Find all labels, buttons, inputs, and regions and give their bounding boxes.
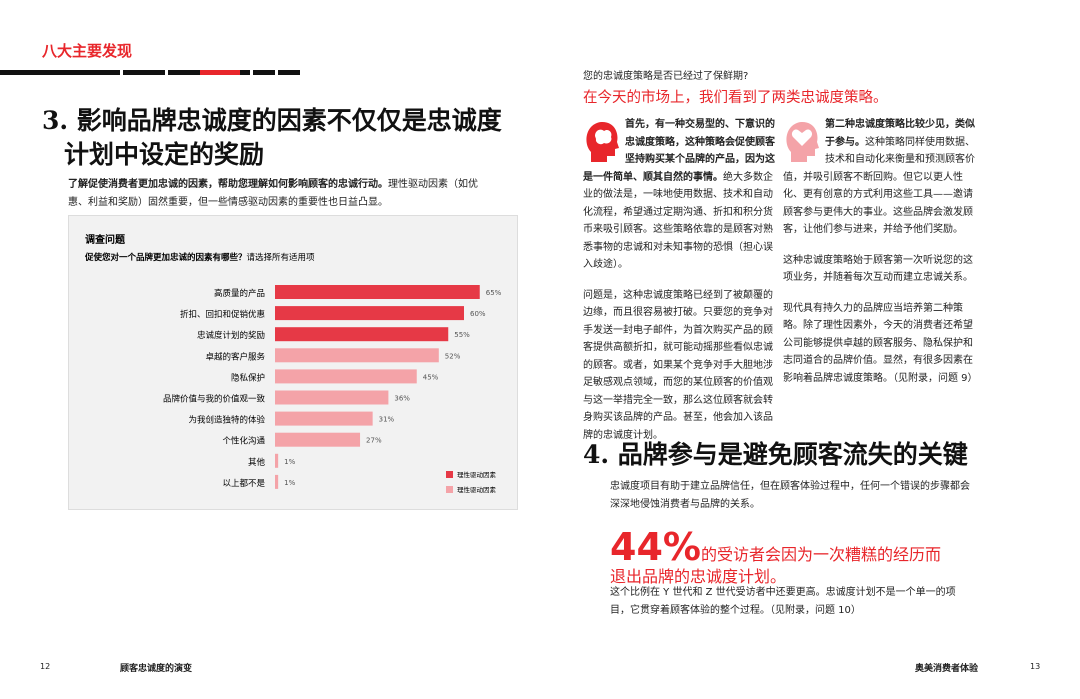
stat: 44% [610,525,701,569]
chart-title: 调查问题 [85,233,126,246]
category-label: 为我创造独特的体验 [188,415,265,426]
category-label: 以上都不是 [222,479,265,489]
text: 绝大多数企业的做法是，一味地使用数据、技术和自动化流程，希望通过定期沟通、折扣和… [583,171,773,271]
paragraph: 这个比例在 Y 世代和 Z 世代受访者中还要更高。忠诚度计划不是一个单一的项目，… [610,587,956,616]
bar [275,306,464,321]
stat-callout: 44%的受访者会因为一次糟糕的经历而退出品牌的忠诚度计划。 [610,528,955,588]
bar [275,327,449,342]
bold-text: 首先，有一种交易型的、下意识的忠诚度策略，这种策略会促使顾客坚持购买某个品牌的产… [583,119,775,183]
category-label: 隐私保护 [231,372,265,383]
heading-line: 计划中设定的奖励 [64,140,265,169]
intro-text: 理性驱动因素（如优惠、利益和奖励）固然重要，但一些情感驱动因素的重要性也日益凸显… [68,179,478,208]
legend-label: 理性驱动因素 [457,485,497,494]
chart-frame [68,215,518,510]
category-label: 品牌价值与我的价值观一致 [163,394,266,405]
section-title: 八大主要发现 [42,42,133,60]
subtitle-bold: 促使您对一个品牌更加忠诚的因素有哪些？ [84,252,247,263]
value-label: 45% [423,373,439,381]
brain-icon [586,121,619,162]
legend-swatch [446,486,453,493]
subtitle-text: 请选择所有适用项 [247,252,316,263]
question: 您的忠诚度策略是否已经过了保鲜期? [583,71,749,82]
page-number: 13 [1030,662,1041,671]
value-label: 52% [445,352,461,360]
stat-text: 的受访者会因为一次糟糕的经历而退出品牌的忠诚度计划。 [610,545,941,586]
category-label: 忠诚度计划的奖励 [197,330,265,341]
heart-icon [786,121,819,162]
category-label: 其他 [248,457,266,468]
text: 这种策略同样使用数据、技术和自动化来衡量和预测顾客价值，并吸引顾客不断回购。但它… [783,136,975,236]
column: 首先，有一种交易型的、下意识的忠诚度策略，这种策略会促使顾客坚持购买某个品牌的产… [583,116,775,444]
heading: 4. 品牌参与是避免顾客流失的关键 [583,440,968,469]
value-label: 31% [379,416,395,424]
heading: 3. 影响品牌忠诚度的因素不仅仅是忠诚度计划中设定的奖励 [42,104,502,172]
value-label: 55% [454,331,470,339]
footer-title: 顾客忠诚度的演变 [120,664,193,674]
intro-bold: 了解促使消费者更加忠诚的因素，帮助您理解如何影响顾客的忠诚行动。 [68,179,388,190]
bar [275,390,389,405]
value-label: 27% [366,437,382,445]
chart: 调查问题 促使您对一个品牌更加忠诚的因素有哪些？请选择所有适用项 高质量的产品折… [68,215,518,510]
lead: 在今天的市场上，我们看到了两类忠诚度策略。 [583,90,888,106]
legend-swatch [446,471,453,478]
bar [275,285,480,299]
paragraph: 问题是，这种忠诚度策略已经到了被颠覆的边缘，而且很容易被打破。只要您的竞争对手发… [583,289,773,441]
legend-label: 理性驱动因素 [457,470,497,479]
value-label: 1% [284,479,295,487]
footer-title: 奥美消费者体验 [915,664,979,674]
column: 第二种忠诚度策略比较少见，类似于参与。这种策略同样使用数据、技术和自动化来衡量和… [783,116,978,387]
paragraph: 这种忠诚度策略始于顾客第一次听说您的这项业务，并随着每次互动而建立忠诚关系。 [783,254,973,284]
bold-text: 第二种忠诚度策略比较少见，类似于参与。 [825,119,975,148]
bar [275,432,361,447]
category-label: 折扣、回扣和促销优惠 [180,309,265,320]
intro: 了解促使消费者更加忠诚的因素，帮助您理解如何影响顾客的忠诚行动。理性驱动因素（如… [68,176,488,211]
bar [275,411,373,426]
paragraph: 现代具有持久力的品牌应当培养第二种策略。除了理性因素外，今天的消费者还希望公司能… [783,302,978,384]
category-label: 个性化沟通 [222,436,265,447]
page-number: 12 [40,662,51,671]
stripe [0,70,300,75]
bar [275,453,279,468]
value-label: 36% [394,395,410,403]
category-label: 高质量的产品 [214,288,265,299]
bar [275,348,439,363]
value-label: 65% [486,289,502,297]
heading-line: 3. 影响品牌忠诚度的因素不仅仅是忠诚度 [42,106,502,135]
bar [275,474,279,489]
paragraph: 忠诚度项目有助于建立品牌信任，但在顾客体验过程中，任何一个错误的步骤都会深深地侵… [610,481,970,510]
bar [275,369,417,384]
value-label: 60% [470,310,486,318]
chart-subtitle: 促使您对一个品牌更加忠诚的因素有哪些？请选择所有适用项 [84,252,315,263]
category-label: 卓越的客户服务 [205,351,265,362]
value-label: 1% [284,458,295,466]
